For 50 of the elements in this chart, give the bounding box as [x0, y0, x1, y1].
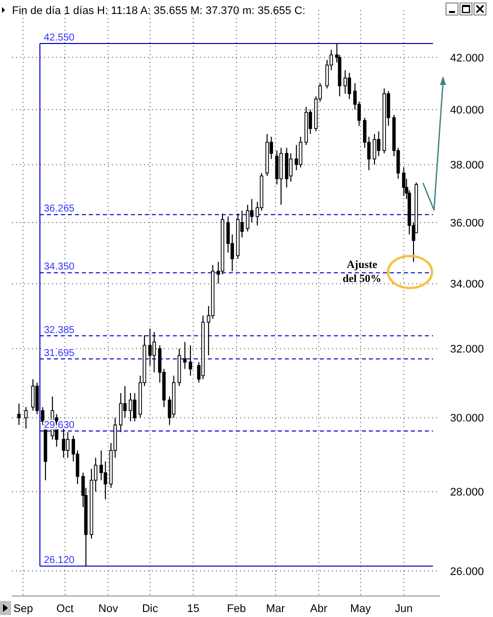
ref-line-label: 42.550: [44, 32, 75, 44]
ref-line-label: 26.120: [44, 555, 75, 566]
candlestick: [372, 134, 376, 166]
y-tick-label: 28.000: [450, 486, 484, 499]
y-tick-label: 38.000: [450, 160, 484, 172]
y-tick-label: 26.000: [450, 566, 484, 578]
x-tick-label: Mar: [266, 603, 286, 615]
y-tick-label: 34.000: [450, 278, 484, 291]
x-tick-label: Dic: [142, 603, 158, 615]
candlestick: [289, 152, 293, 182]
candlestick: [402, 166, 406, 197]
candlestick: [104, 460, 108, 500]
x-tick-label: Nov: [98, 603, 118, 615]
candlestick: [152, 332, 156, 373]
candlestick: [376, 130, 380, 157]
candlestick: [119, 392, 122, 433]
candlestick: [31, 378, 35, 412]
x-tick-label: Feb: [226, 603, 246, 615]
ref-line-label: 32.385: [44, 324, 75, 336]
candlestick: [348, 72, 352, 100]
x-tick-label: Sep: [13, 603, 33, 615]
candlestick: [344, 70, 347, 94]
candlestick: [62, 428, 66, 458]
candlestick: [294, 144, 298, 171]
candlestick: [246, 204, 250, 232]
x-tick-label: May: [350, 603, 372, 615]
chart-title: Fin de día 1 días H: 11:18 A: 35.655 M: 37.370 m: 35.655 C:: [12, 5, 306, 17]
candlestick: [275, 150, 279, 185]
x-tick-label: Abr: [310, 603, 328, 615]
candlestick: [24, 406, 28, 429]
y-tick-label: 42.000: [450, 52, 484, 64]
y-tick-label: 32.000: [450, 344, 484, 356]
ref-line-label: 31.695: [44, 348, 75, 359]
candlestick: [188, 344, 192, 376]
y-tick-label: 36.000: [450, 217, 484, 230]
candlestick: [298, 136, 302, 168]
ref-line-label: 34.350: [44, 262, 75, 273]
annotation: Ajuste del 50%: [342, 259, 382, 285]
y-tick-label: 40.000: [450, 104, 484, 117]
ref-line-label: 36.265: [44, 204, 75, 215]
candlestick: [40, 406, 44, 426]
candlestick: [132, 392, 136, 422]
candlestick: [128, 392, 132, 422]
x-tick-label: Oct: [56, 603, 74, 615]
candlestick: [66, 432, 70, 458]
x-tick-label: Jun: [394, 603, 413, 615]
candlestick: [100, 450, 103, 481]
x-tick-label: 15: [187, 603, 200, 615]
candlestick: [183, 341, 187, 370]
y-tick-label: 30.000: [450, 412, 484, 425]
